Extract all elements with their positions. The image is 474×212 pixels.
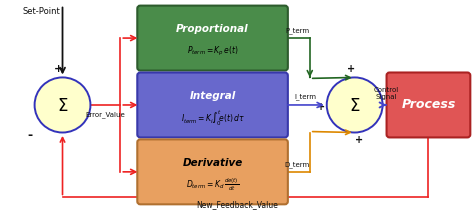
Text: New_Feedback_Value: New_Feedback_Value [196,200,278,209]
Text: $\Sigma$: $\Sigma$ [349,97,360,115]
Text: I_term: I_term [295,93,317,100]
Text: +: + [54,64,63,74]
FancyBboxPatch shape [137,73,288,137]
Text: Proportional: Proportional [176,24,249,34]
Text: $P_{term}=K_p\,e(t)$: $P_{term}=K_p\,e(t)$ [187,45,238,58]
Circle shape [327,77,383,132]
Text: -: - [27,128,33,142]
Circle shape [35,77,91,132]
Text: $I_{term}=K_i\!\int_0^t\!e(t)\,d\tau$: $I_{term}=K_i\!\int_0^t\!e(t)\,d\tau$ [181,108,245,128]
Text: Set-Point: Set-Point [23,7,60,16]
Text: +: + [317,102,325,112]
Text: +: + [355,135,363,145]
FancyBboxPatch shape [137,139,288,204]
FancyBboxPatch shape [387,73,470,137]
FancyBboxPatch shape [137,6,288,71]
Text: Error_Value: Error_Value [85,111,125,118]
Text: Derivative: Derivative [182,158,243,168]
Text: Control
Signal: Control Signal [374,87,399,100]
Text: Process: Process [401,98,456,112]
Text: D_term: D_term [285,161,310,168]
Text: $D_{term}=K_d\,\frac{de(t)}{dt}$: $D_{term}=K_d\,\frac{de(t)}{dt}$ [186,176,239,193]
Text: +: + [346,64,355,74]
Text: P_term: P_term [285,27,310,34]
Text: $\Sigma$: $\Sigma$ [57,97,68,115]
Text: Integral: Integral [190,91,236,101]
